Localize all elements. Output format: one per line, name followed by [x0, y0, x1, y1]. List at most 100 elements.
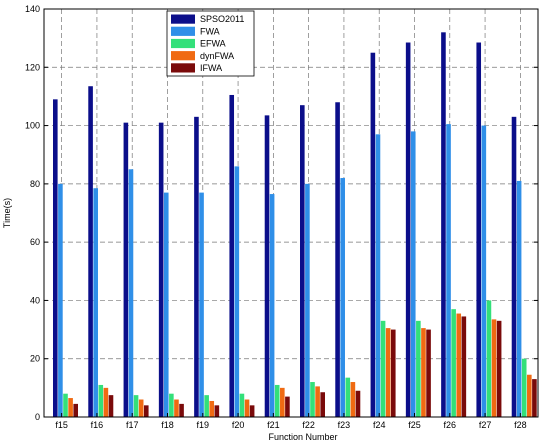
bar-spso2011-f16 — [88, 86, 93, 417]
bar-dynfwa-f26 — [456, 313, 462, 417]
bar-efwa-f23 — [345, 377, 351, 417]
bar-fwa-f26 — [446, 124, 451, 417]
bar-spso2011-f20 — [229, 94, 235, 417]
y-tick-label: 60 — [30, 237, 40, 247]
bar-efwa-f28 — [521, 358, 527, 417]
bar-fwa-f16 — [93, 188, 98, 417]
legend-swatch-dynfwa — [171, 51, 195, 61]
bar-fwa-f15 — [58, 183, 63, 417]
bars — [53, 32, 537, 418]
bar-ifwa-f26 — [461, 316, 467, 417]
legend-label-fwa: FWA — [200, 26, 220, 36]
x-tick-label: f22 — [302, 420, 315, 430]
bar-ifwa-f15 — [73, 403, 78, 417]
x-tick-label: f18 — [161, 420, 174, 430]
bar-ifwa-f18 — [179, 403, 184, 417]
bar-fwa-f25 — [410, 131, 416, 417]
legend-label-spso2011: SPSO2011 — [200, 14, 244, 24]
bar-spso2011-f21 — [264, 115, 270, 417]
x-tick-label: f28 — [514, 420, 527, 430]
bar-efwa-f18 — [169, 393, 174, 417]
bar-dynfwa-f17 — [138, 399, 144, 417]
bar-dynfwa-f18 — [174, 399, 179, 417]
bar-efwa-f26 — [451, 309, 456, 417]
x-tick-label: f19 — [197, 420, 210, 430]
legend-swatch-fwa — [171, 26, 195, 36]
bar-dynfwa-f27 — [491, 319, 497, 417]
bar-ifwa-f16 — [108, 395, 114, 417]
bar-efwa-f20 — [239, 393, 245, 417]
x-tick-label: f20 — [232, 420, 245, 430]
legend-label-ifwa: IFWA — [200, 63, 222, 73]
bar-ifwa-f27 — [496, 320, 502, 417]
bar-spso2011-f26 — [441, 32, 446, 418]
bar-fwa-f21 — [269, 194, 275, 417]
legend-label-efwa: EFWA — [200, 39, 226, 49]
bar-efwa-f21 — [274, 384, 280, 417]
legend-swatch-spso2011 — [171, 14, 195, 24]
y-tick-label: 140 — [25, 4, 40, 14]
axis-ticks: 0 20 40 60 80 100 120 140 f15 f16 f17 f18 f19 f20 f21 f… — [25, 4, 538, 430]
bar-dynfwa-f16 — [103, 387, 109, 417]
y-axis-label: Time(s) — [2, 198, 12, 228]
legend-swatch-ifwa — [171, 63, 195, 73]
bar-ifwa-f25 — [426, 329, 431, 417]
bar-dynfwa-f28 — [527, 374, 532, 417]
bar-spso2011-f25 — [405, 42, 411, 418]
x-tick-label: f16 — [91, 420, 104, 430]
bar-ifwa-f23 — [355, 390, 361, 417]
bar-fwa-f27 — [481, 125, 487, 418]
bar-spso2011-f28 — [511, 116, 517, 417]
bar-dynfwa-f21 — [280, 387, 285, 417]
plot-frame — [43, 8, 539, 418]
x-tick-label: f25 — [408, 420, 421, 430]
bar-efwa-f17 — [133, 395, 139, 417]
bar-efwa-f19 — [204, 395, 209, 417]
x-axis-label: Function Number — [268, 432, 337, 442]
y-tick-label: 0 — [35, 412, 40, 422]
bar-dynfwa-f15 — [68, 398, 73, 417]
y-tick-label: 120 — [25, 62, 40, 72]
bar-spso2011-f27 — [476, 42, 482, 418]
legend-label-dynfwa: dynFWA — [200, 51, 234, 61]
bar-spso2011-f15 — [53, 99, 58, 417]
bar-spso2011-f17 — [123, 122, 129, 418]
x-tick-label: f21 — [267, 420, 280, 430]
bar-ifwa-f21 — [285, 396, 290, 417]
y-tick-label: 80 — [30, 179, 40, 189]
bar-spso2011-f19 — [194, 116, 199, 417]
x-tick-label: f15 — [55, 420, 68, 430]
bar-fwa-f19 — [199, 192, 204, 417]
x-tick-label: f23 — [338, 420, 351, 430]
bar-fwa-f18 — [163, 192, 169, 417]
x-tick-label: f26 — [444, 420, 457, 430]
bar-ifwa-f20 — [249, 405, 255, 417]
x-tick-label: f27 — [479, 420, 492, 430]
x-tick-label: f17 — [126, 420, 139, 430]
bar-fwa-f24 — [375, 134, 381, 418]
y-tick-label: 100 — [25, 121, 40, 131]
bar-fwa-f17 — [128, 169, 134, 417]
bar-dynfwa-f20 — [244, 399, 250, 417]
bar-fwa-f23 — [340, 178, 345, 417]
bar-fwa-f22 — [305, 183, 310, 417]
bar-efwa-f25 — [416, 320, 421, 417]
bar-dynfwa-f22 — [315, 386, 320, 417]
bar-spso2011-f22 — [300, 105, 305, 418]
bar-ifwa-f19 — [214, 405, 220, 417]
bar-efwa-f15 — [63, 393, 68, 417]
bar-dynfwa-f23 — [350, 382, 356, 417]
bar-efwa-f27 — [486, 300, 492, 417]
y-tick-label: 40 — [30, 295, 40, 305]
bar-efwa-f22 — [310, 382, 315, 417]
bar-dynfwa-f19 — [209, 400, 215, 417]
bar-ifwa-f28 — [532, 379, 537, 417]
bar-dynfwa-f25 — [421, 328, 426, 417]
bar-fwa-f20 — [234, 166, 240, 417]
bar-ifwa-f17 — [143, 405, 149, 417]
bar-spso2011-f24 — [370, 52, 376, 417]
legend-swatch-efwa — [171, 38, 195, 49]
bar-dynfwa-f24 — [385, 328, 391, 417]
bar-spso2011-f18 — [158, 122, 164, 418]
x-tick-label: f24 — [373, 420, 386, 430]
